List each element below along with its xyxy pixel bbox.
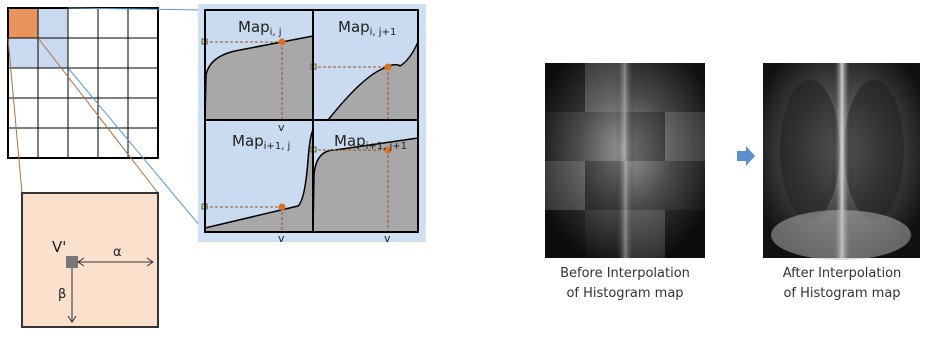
axis-label: v <box>278 232 285 245</box>
before-image <box>545 63 705 258</box>
caption: of Histogram map <box>566 286 683 301</box>
beta-label: β <box>58 287 66 302</box>
tile-grid <box>8 8 158 158</box>
caption: of Histogram map <box>783 286 900 301</box>
after-image <box>763 63 920 260</box>
axis-label: v <box>384 232 391 245</box>
point-label: V' <box>52 238 66 256</box>
map-label: Map <box>232 132 264 150</box>
map-label: Map <box>338 18 370 36</box>
zoom-tile: V' α β <box>22 193 158 327</box>
alpha-label: α <box>113 245 122 260</box>
map-subscript: i, j <box>270 27 282 38</box>
arrow <box>737 146 755 166</box>
diagram: V' α β Mapi, j Mapi, j+1 Mapi+1, j Mapi+… <box>0 0 950 333</box>
caption: After Interpolation <box>783 266 902 281</box>
map-subscript: i+1, j <box>264 141 291 152</box>
caption: Before Interpolation <box>560 266 690 281</box>
map-label: Map <box>334 132 366 150</box>
map-label: Map <box>238 18 270 36</box>
map-panel: Mapi, j Mapi, j+1 Mapi+1, j Mapi+1, j+1 … <box>198 4 426 245</box>
axis-label: v <box>278 121 285 134</box>
map-subscript: i+1, j+1 <box>366 141 407 152</box>
map-subscript: i, j+1 <box>370 27 397 38</box>
